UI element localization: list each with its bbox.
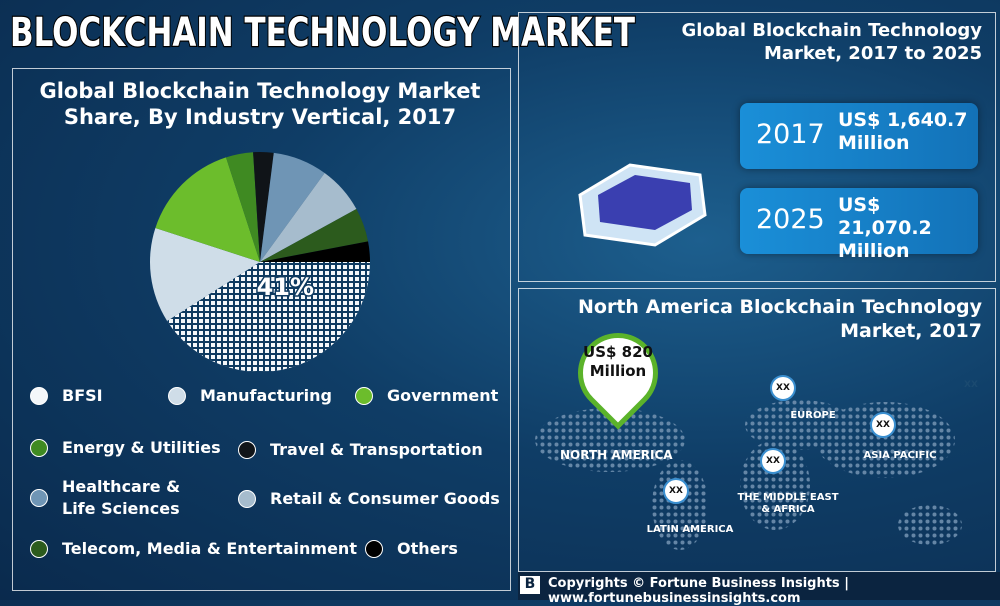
legend-swatch — [30, 488, 48, 507]
stat-value: US$ 1,640.7 Million — [838, 109, 968, 154]
world-map — [535, 400, 962, 550]
legend-item: Others — [365, 538, 458, 560]
stat-value: US$ 21,070.2 Million — [838, 194, 932, 262]
stat-box: 2017 US$ 1,640.7 Million — [740, 103, 978, 169]
region-label: EUROPE — [790, 410, 836, 421]
footer-logo: B — [520, 576, 540, 594]
legend-item: Energy & Utilities — [30, 437, 221, 459]
legend-label: BFSI — [62, 386, 103, 405]
legend-swatch — [355, 386, 373, 405]
region-label: THE MIDDLE EAST & AFRICA — [737, 492, 839, 515]
stat-box: 2025 US$ 21,070.2 Million — [740, 188, 978, 262]
legend-item: Travel & Transportation — [238, 439, 483, 461]
legend-swatch — [238, 440, 256, 459]
page-title: BLOCKCHAIN TECHNOLOGY MARKET — [10, 10, 636, 56]
legend-item: Retail & Consumer Goods — [238, 488, 500, 510]
footer-bar — [518, 572, 1000, 600]
legend-swatch — [30, 386, 48, 405]
legend-swatch — [365, 539, 383, 558]
region-label: LATIN AMERICA — [646, 524, 734, 535]
data-label: 41% — [257, 273, 314, 301]
legend-label: Retail & Consumer Goods — [270, 489, 500, 508]
legend-item: Healthcare & Life Sciences — [30, 476, 192, 519]
legend-swatch — [30, 539, 48, 558]
stat-year: 2025 — [756, 204, 825, 235]
stat-year: 2017 — [756, 119, 825, 150]
pie-slice — [253, 152, 274, 262]
pie-slice — [226, 152, 260, 262]
chart-title: Global Blockchain Technology Market Shar… — [39, 79, 481, 130]
market-panel — [518, 12, 996, 282]
legend-label: Energy & Utilities — [62, 438, 221, 457]
legend-label: Travel & Transportation — [270, 440, 483, 459]
pie-slice — [260, 173, 357, 262]
pie-slice — [260, 209, 369, 262]
legend-label: Government — [387, 386, 499, 405]
map-title: North America Blockchain Technology Mark… — [578, 296, 982, 342]
pie-chart: 41% — [150, 152, 370, 372]
legend-label: Healthcare & Life Sciences — [62, 477, 181, 518]
cube-illustration — [578, 163, 707, 247]
legend-label: Others — [397, 539, 458, 558]
pie-slice — [260, 152, 325, 262]
footer-text: Copyrights © Fortune Business Insights |… — [548, 576, 849, 606]
marker: XX — [964, 380, 978, 390]
pie-slice — [150, 228, 260, 321]
legend-swatch — [30, 438, 48, 457]
legend-item: BFSI — [30, 385, 103, 407]
legend-item: Manufacturing — [168, 385, 332, 407]
marker: XX — [760, 448, 786, 474]
legend-label: Manufacturing — [200, 386, 332, 405]
pie-panel — [12, 68, 511, 591]
pie-slice — [155, 157, 260, 262]
legend-swatch — [168, 386, 186, 405]
legend-item: Government — [355, 385, 498, 407]
legend-item: Telecom, Media & Entertainment — [30, 538, 357, 560]
market-title: Global Blockchain Technology Market, 201… — [681, 20, 982, 64]
region-label: NORTH AMERICA — [560, 448, 673, 462]
legend-label: Telecom, Media & Entertainment — [62, 539, 357, 558]
marker: XX — [870, 412, 896, 438]
region-label: ASIA PACIFIC — [863, 450, 937, 461]
callout-text: US$ 820 Million — [583, 343, 653, 380]
map-panel — [518, 288, 996, 572]
marker: XX — [770, 375, 796, 401]
pie-slice — [260, 241, 370, 262]
marker: XX — [663, 478, 689, 504]
legend-swatch — [238, 489, 256, 508]
